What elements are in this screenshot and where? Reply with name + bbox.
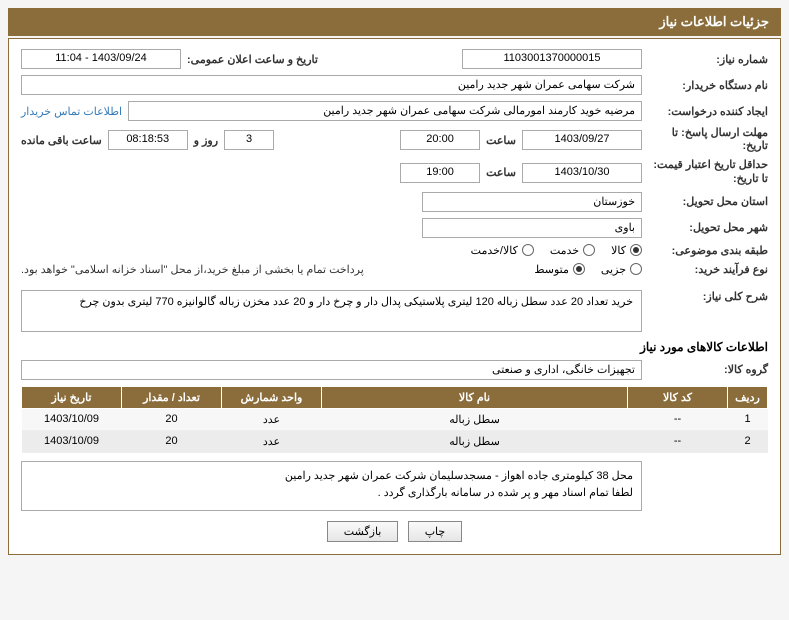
response-time-label: ساعت [486, 134, 516, 147]
buyer-org-label: نام دستگاه خریدار: [648, 79, 768, 92]
buyer-contact-link[interactable]: اطلاعات تماس خریدار [21, 105, 122, 118]
form-panel: شماره نیاز: 1103001370000015 تاریخ و ساع… [8, 38, 781, 555]
subject-class-option-label: خدمت [550, 244, 579, 257]
purchase-type-option-1[interactable]: متوسط [534, 263, 585, 276]
subject-class-group: کالا خدمت کالا/خدمت [471, 244, 642, 257]
table-cell: عدد [222, 408, 322, 430]
radio-icon [630, 244, 642, 256]
table-cell: سطل زباله [322, 408, 628, 430]
purchase-type-option-label: جزیی [601, 263, 626, 276]
buyer-org-value: شرکت سهامی عمران شهر جدید رامین [21, 75, 642, 95]
back-button[interactable]: بازگشت [327, 521, 399, 542]
table-cell: 1403/10/09 [22, 430, 122, 452]
table-cell: 20 [122, 430, 222, 452]
price-validity-time: 19:00 [400, 163, 480, 183]
need-number-value: 1103001370000015 [462, 49, 642, 69]
response-deadline-date: 1403/09/27 [522, 130, 642, 150]
page-header: جزئیات اطلاعات نیاز [8, 8, 781, 36]
table-row: 2--سطل زبالهعدد201403/10/09 [22, 430, 768, 452]
table-cell: 20 [122, 408, 222, 430]
remaining-days: 3 [224, 130, 274, 150]
table-cell: 1 [728, 408, 768, 430]
purchase-type-option-label: متوسط [534, 263, 569, 276]
general-desc-label: شرح کلی نیاز: [648, 290, 768, 303]
table-cell: -- [628, 430, 728, 452]
goods-table: ردیفکد کالانام کالاواحد شمارشتعداد / مقد… [21, 386, 768, 453]
response-deadline-label: مهلت ارسال پاسخ: تا تاریخ: [648, 127, 768, 153]
print-button[interactable]: چاپ [408, 521, 463, 542]
table-header-cell: تعداد / مقدار [122, 386, 222, 408]
purchase-type-group: جزیی متوسط [534, 263, 642, 276]
requester-label: ایجاد کننده درخواست: [648, 105, 768, 118]
radio-icon [630, 263, 642, 275]
goods-group-value: تجهیزات خانگی، اداری و صنعتی [21, 360, 642, 380]
table-header-cell: نام کالا [322, 386, 628, 408]
purchase-type-label: نوع فرآیند خرید: [648, 263, 768, 276]
price-validity-date: 1403/10/30 [522, 163, 642, 183]
purchase-type-note: پرداخت تمام یا بخشی از مبلغ خرید،از محل … [21, 263, 364, 276]
response-deadline-time: 20:00 [400, 130, 480, 150]
purchase-type-option-0[interactable]: جزیی [601, 263, 642, 276]
table-header-cell: تاریخ نیاز [22, 386, 122, 408]
table-cell: سطل زباله [322, 430, 628, 452]
city-label: شهر محل تحویل: [648, 221, 768, 234]
table-cell: 1403/10/09 [22, 408, 122, 430]
province-value: خوزستان [422, 192, 642, 212]
table-header-cell: کد کالا [628, 386, 728, 408]
goods-group-label: گروه کالا: [648, 363, 768, 376]
announce-datetime-label: تاریخ و ساعت اعلان عمومی: [187, 53, 318, 66]
subject-class-option-label: کالا/خدمت [471, 244, 518, 257]
subject-class-option-2[interactable]: کالا/خدمت [471, 244, 534, 257]
price-validity-label: حداقل تاریخ اعتبار قیمت: تا تاریخ: [648, 159, 768, 185]
radio-icon [573, 263, 585, 275]
table-cell: -- [628, 408, 728, 430]
general-desc-value: خرید تعداد 20 عدد سطل زباله 120 لیتری پل… [21, 290, 642, 332]
price-validity-time-label: ساعت [486, 166, 516, 179]
province-label: استان محل تحویل: [648, 195, 768, 208]
remaining-days-label: روز و [194, 134, 218, 147]
requester-value: مرضیه خوید کارمند امورمالی شرکت سهامی عم… [128, 101, 642, 121]
goods-section-title: اطلاعات کالاهای مورد نیاز [21, 340, 768, 354]
page-title: جزئیات اطلاعات نیاز [659, 14, 769, 29]
city-value: باوی [422, 218, 642, 238]
table-cell: عدد [222, 430, 322, 452]
subject-class-option-1[interactable]: خدمت [550, 244, 595, 257]
remaining-suffix: ساعت باقی مانده [21, 134, 102, 147]
need-number-label: شماره نیاز: [648, 53, 768, 66]
subject-class-option-0[interactable]: کالا [611, 244, 642, 257]
subject-class-option-label: کالا [611, 244, 626, 257]
table-row: 1--سطل زبالهعدد201403/10/09 [22, 408, 768, 430]
table-cell: 2 [728, 430, 768, 452]
buyer-notes-value: محل 38 کیلومتری جاده اهواز - مسجدسلیمان … [21, 461, 642, 511]
table-header-cell: واحد شمارش [222, 386, 322, 408]
table-header-cell: ردیف [728, 386, 768, 408]
announce-datetime-value: 1403/09/24 - 11:04 [21, 49, 181, 69]
radio-icon [522, 244, 534, 256]
remaining-time: 08:18:53 [108, 130, 188, 150]
radio-icon [583, 244, 595, 256]
subject-class-label: طبقه بندی موضوعی: [648, 244, 768, 257]
